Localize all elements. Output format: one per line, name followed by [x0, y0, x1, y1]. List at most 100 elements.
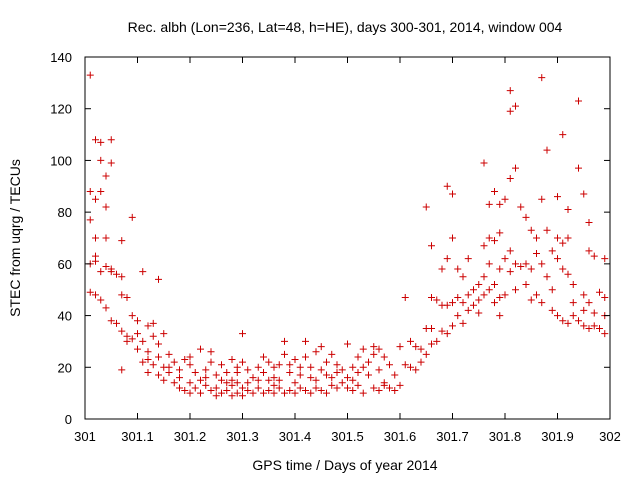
data-point — [590, 309, 598, 317]
data-point — [548, 306, 556, 314]
x-tick-label: 302 — [599, 429, 621, 444]
x-tick-label: 301.3 — [226, 429, 259, 444]
data-point — [370, 343, 378, 351]
data-point — [559, 131, 567, 139]
data-point — [512, 102, 519, 110]
data-point — [475, 296, 483, 304]
data-point — [496, 293, 504, 301]
data-point — [254, 363, 262, 371]
data-point — [333, 368, 341, 376]
data-point — [317, 366, 325, 374]
data-point — [286, 368, 294, 376]
data-point — [401, 361, 409, 369]
data-point — [181, 356, 189, 364]
data-point — [344, 384, 351, 392]
data-point — [522, 260, 530, 268]
data-point — [554, 312, 561, 320]
data-point — [270, 389, 278, 397]
data-point — [323, 371, 330, 379]
data-point — [533, 291, 540, 299]
y-tick-label: 140 — [50, 50, 72, 65]
data-point — [506, 87, 514, 95]
data-point — [575, 164, 582, 172]
data-point — [438, 327, 446, 335]
data-point — [496, 312, 504, 320]
x-tick-label: 301.4 — [279, 429, 312, 444]
data-point — [601, 293, 609, 301]
data-point — [291, 389, 299, 397]
data-point — [359, 363, 367, 371]
data-point — [144, 356, 152, 364]
data-point — [176, 366, 183, 374]
data-point — [501, 195, 509, 203]
data-point — [312, 348, 320, 356]
data-point — [443, 182, 451, 190]
data-point — [370, 384, 378, 392]
data-point — [270, 363, 278, 371]
data-point — [186, 353, 194, 361]
data-point — [181, 387, 189, 395]
data-point — [485, 234, 493, 242]
data-point — [464, 306, 472, 314]
data-point — [317, 343, 325, 351]
data-point — [207, 387, 215, 395]
data-point — [585, 299, 593, 307]
data-point — [254, 384, 262, 392]
data-point — [506, 107, 514, 115]
data-point — [485, 286, 493, 294]
data-point — [296, 371, 304, 379]
data-point — [527, 226, 535, 234]
data-point — [270, 374, 278, 382]
data-point — [585, 247, 593, 255]
data-point — [144, 322, 152, 330]
data-point — [265, 387, 273, 395]
y-tick-label: 40 — [58, 309, 72, 324]
data-point — [491, 299, 498, 307]
data-point — [296, 384, 304, 392]
data-point — [491, 237, 498, 245]
data-point — [533, 250, 540, 258]
data-point — [417, 358, 425, 366]
data-point — [165, 350, 173, 358]
data-point — [228, 356, 236, 364]
data-point — [454, 293, 462, 301]
data-point — [522, 213, 530, 221]
data-point — [543, 226, 551, 234]
x-axis-label: GPS time / Days of year 2014 — [252, 457, 437, 473]
data-point — [113, 270, 120, 278]
data-point — [375, 366, 383, 374]
data-point — [428, 340, 435, 348]
data-point — [422, 350, 430, 358]
data-point — [501, 291, 509, 299]
data-point — [328, 350, 336, 358]
data-point — [512, 286, 519, 294]
data-point — [543, 273, 551, 281]
data-point — [265, 358, 273, 366]
data-point — [139, 358, 147, 366]
data-point — [538, 299, 546, 307]
data-point — [155, 340, 162, 348]
data-point — [218, 376, 225, 384]
data-point — [102, 172, 110, 180]
data-point — [464, 255, 472, 263]
data-point — [144, 368, 152, 376]
data-point — [585, 218, 593, 226]
data-point — [401, 293, 409, 301]
data-point — [428, 242, 435, 250]
data-point — [270, 381, 278, 389]
data-point — [149, 319, 157, 327]
data-point — [207, 348, 215, 356]
data-point — [412, 343, 420, 351]
data-point — [491, 281, 498, 289]
data-point — [223, 368, 231, 376]
data-point — [443, 255, 451, 263]
y-tick-label: 60 — [58, 257, 72, 272]
data-point — [564, 270, 572, 278]
plot-frame — [84, 56, 611, 420]
x-tick-label: 301.1 — [121, 429, 154, 444]
data-point — [260, 389, 267, 397]
data-point — [134, 317, 141, 325]
data-point — [107, 159, 115, 167]
data-point — [354, 353, 362, 361]
data-point — [139, 337, 147, 345]
